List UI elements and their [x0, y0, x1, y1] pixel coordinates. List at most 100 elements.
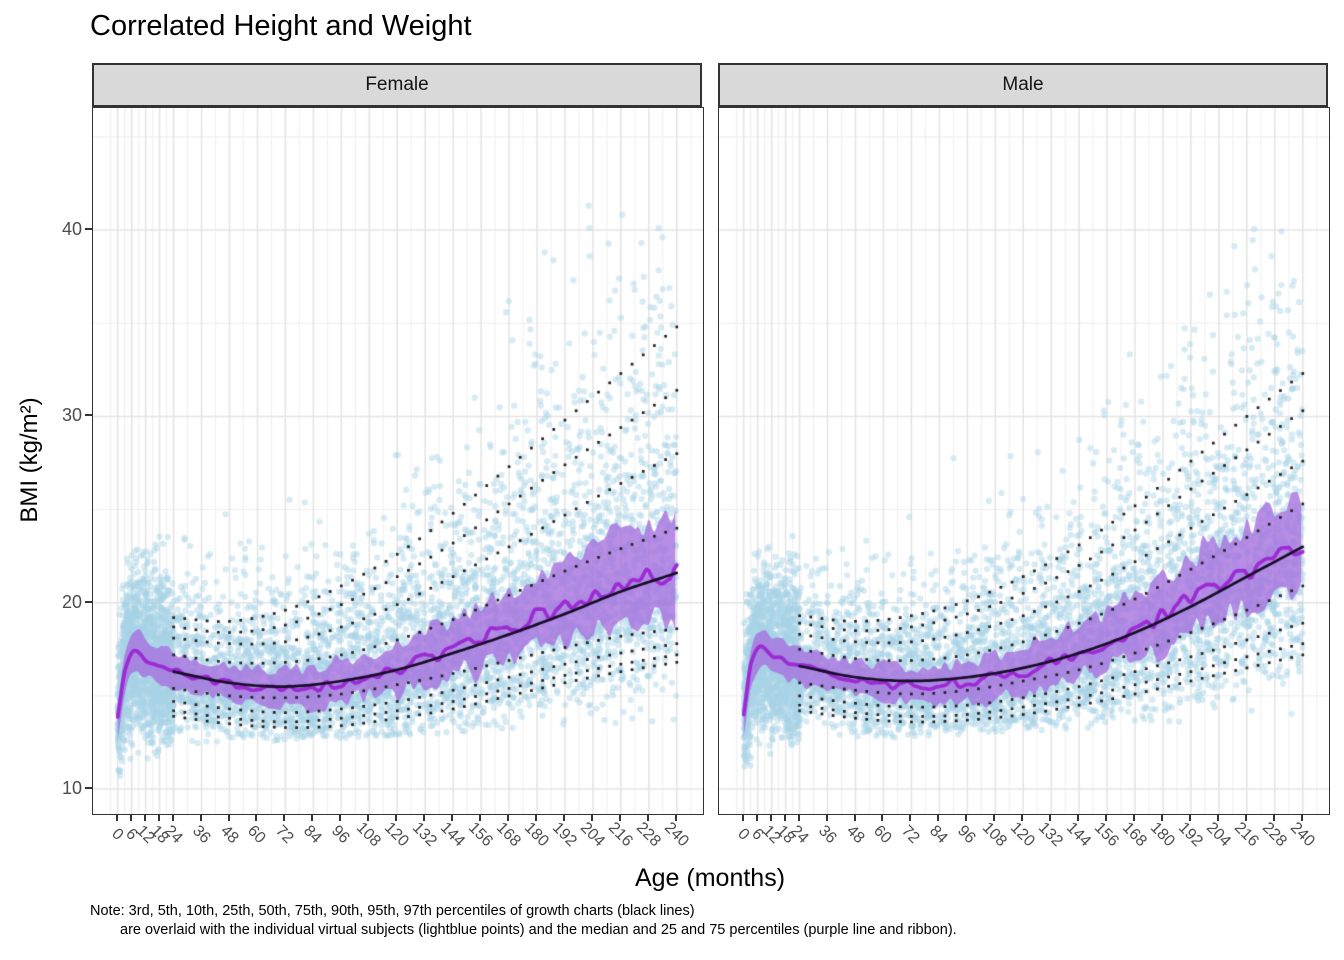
x-tick-mark	[741, 814, 744, 821]
x-tick-label: 96	[328, 822, 353, 847]
x-tick-mark	[507, 814, 510, 821]
x-tick-mark	[797, 814, 800, 821]
x-tick-mark	[423, 814, 426, 821]
x-tick-mark	[1161, 814, 1163, 821]
x-tick-label: 168	[492, 819, 524, 851]
x-tick-label: 132	[409, 819, 440, 851]
facet-strip-female: Female	[92, 63, 702, 107]
x-tick-mark	[618, 814, 621, 821]
x-tick-mark	[562, 814, 565, 821]
x-tick-mark	[367, 814, 370, 821]
x-tick-mark	[479, 814, 482, 821]
x-tick-label: 144	[437, 819, 468, 851]
x-tick-label: 192	[548, 819, 580, 851]
x-tick-label: 132	[1035, 819, 1066, 851]
x-tick-mark	[783, 814, 786, 821]
x-tick-label: 240	[660, 819, 692, 851]
x-tick-mark	[909, 814, 912, 821]
x-tick-label: 216	[1230, 819, 1262, 851]
x-tick-mark	[339, 814, 342, 821]
x-tick-mark	[451, 814, 454, 821]
chart-title: Correlated Height and Weight	[90, 10, 472, 42]
x-tick-mark	[1272, 814, 1275, 821]
x-tick-mark	[1077, 814, 1080, 821]
y-tick-mark	[85, 228, 92, 231]
caption-note-line2: are overlaid with the individual virtual…	[120, 922, 957, 938]
x-tick-label: 156	[464, 819, 496, 851]
x-tick-mark	[199, 814, 202, 821]
x-tick-mark	[590, 814, 593, 821]
x-tick-mark	[1300, 814, 1303, 821]
panel-female	[92, 107, 704, 815]
x-tick-label: 36	[814, 822, 840, 847]
x-tick-mark	[1105, 814, 1108, 821]
x-tick-label: 168	[1118, 819, 1150, 851]
x-tick-mark	[881, 814, 884, 821]
x-tick-label: 60	[870, 822, 896, 847]
facet-strip-male-label: Male	[1002, 74, 1044, 95]
x-tick-mark	[755, 814, 758, 821]
y-tick-mark	[85, 787, 92, 790]
y-tick-mark	[85, 600, 92, 603]
x-tick-mark	[129, 814, 132, 821]
x-tick-mark	[1133, 814, 1136, 821]
x-tick-mark	[769, 814, 772, 821]
x-tick-label: 84	[926, 822, 952, 847]
x-tick-mark	[1049, 814, 1052, 821]
x-tick-mark	[1216, 814, 1219, 821]
x-axis-title: Age (months)	[634, 864, 786, 892]
x-tick-label: 144	[1063, 819, 1094, 851]
y-tick-label: 20	[61, 591, 82, 612]
y-tick-label: 40	[61, 219, 82, 240]
y-tick-label: 10	[61, 778, 82, 799]
x-tick-mark	[1244, 814, 1247, 821]
x-tick-mark	[853, 814, 856, 821]
x-tick-mark	[965, 814, 968, 821]
y-axis-title: BMI (kg/m²)	[16, 397, 43, 523]
x-tick-label: 108	[979, 819, 1011, 851]
x-tick-mark	[115, 814, 118, 821]
x-tick-label: 180	[520, 819, 552, 851]
facet-strip-male: Male	[718, 63, 1328, 107]
x-tick-mark	[1188, 814, 1191, 821]
x-tick-label: 120	[381, 819, 413, 851]
x-tick-label: 48	[216, 822, 242, 847]
x-tick-mark	[825, 814, 828, 821]
panel-canvas-male	[719, 108, 1329, 814]
x-tick-mark	[674, 814, 677, 821]
x-tick-mark	[283, 814, 286, 821]
x-tick-label: 240	[1286, 819, 1318, 851]
x-tick-mark	[255, 814, 258, 821]
x-tick-mark	[311, 814, 314, 821]
x-tick-label: 228	[1258, 819, 1290, 851]
x-tick-label: 36	[188, 822, 214, 847]
x-tick-label: 108	[353, 819, 385, 851]
x-tick-mark	[395, 814, 398, 821]
x-tick-mark	[646, 814, 649, 821]
panel-canvas-female	[93, 108, 703, 814]
x-tick-label: 120	[1007, 819, 1039, 851]
x-tick-label: 96	[954, 822, 979, 847]
y-tick-label: 30	[61, 405, 82, 426]
x-tick-label: 48	[842, 822, 868, 847]
x-tick-label: 192	[1174, 819, 1206, 851]
x-tick-label: 72	[898, 822, 924, 847]
x-tick-label: 204	[576, 819, 608, 851]
x-tick-label: 180	[1146, 819, 1178, 851]
x-tick-mark	[227, 814, 230, 821]
x-tick-label: 204	[1202, 819, 1234, 851]
x-tick-mark	[1021, 814, 1024, 821]
x-tick-label: 216	[604, 819, 636, 851]
caption-note-line1: Note: 3rd, 5th, 10th, 25th, 50th, 75th, …	[90, 903, 695, 919]
x-tick-mark	[143, 814, 146, 821]
x-tick-label: 228	[632, 819, 664, 851]
x-tick-label: 156	[1090, 819, 1122, 851]
caption-note: Note: 3rd, 5th, 10th, 25th, 50th, 75th, …	[90, 902, 957, 940]
x-tick-label: 84	[300, 822, 326, 847]
x-tick-mark	[993, 814, 996, 821]
y-tick-mark	[85, 414, 92, 417]
x-tick-label: 60	[244, 822, 270, 847]
x-tick-mark	[535, 814, 537, 821]
x-tick-mark	[171, 814, 174, 821]
